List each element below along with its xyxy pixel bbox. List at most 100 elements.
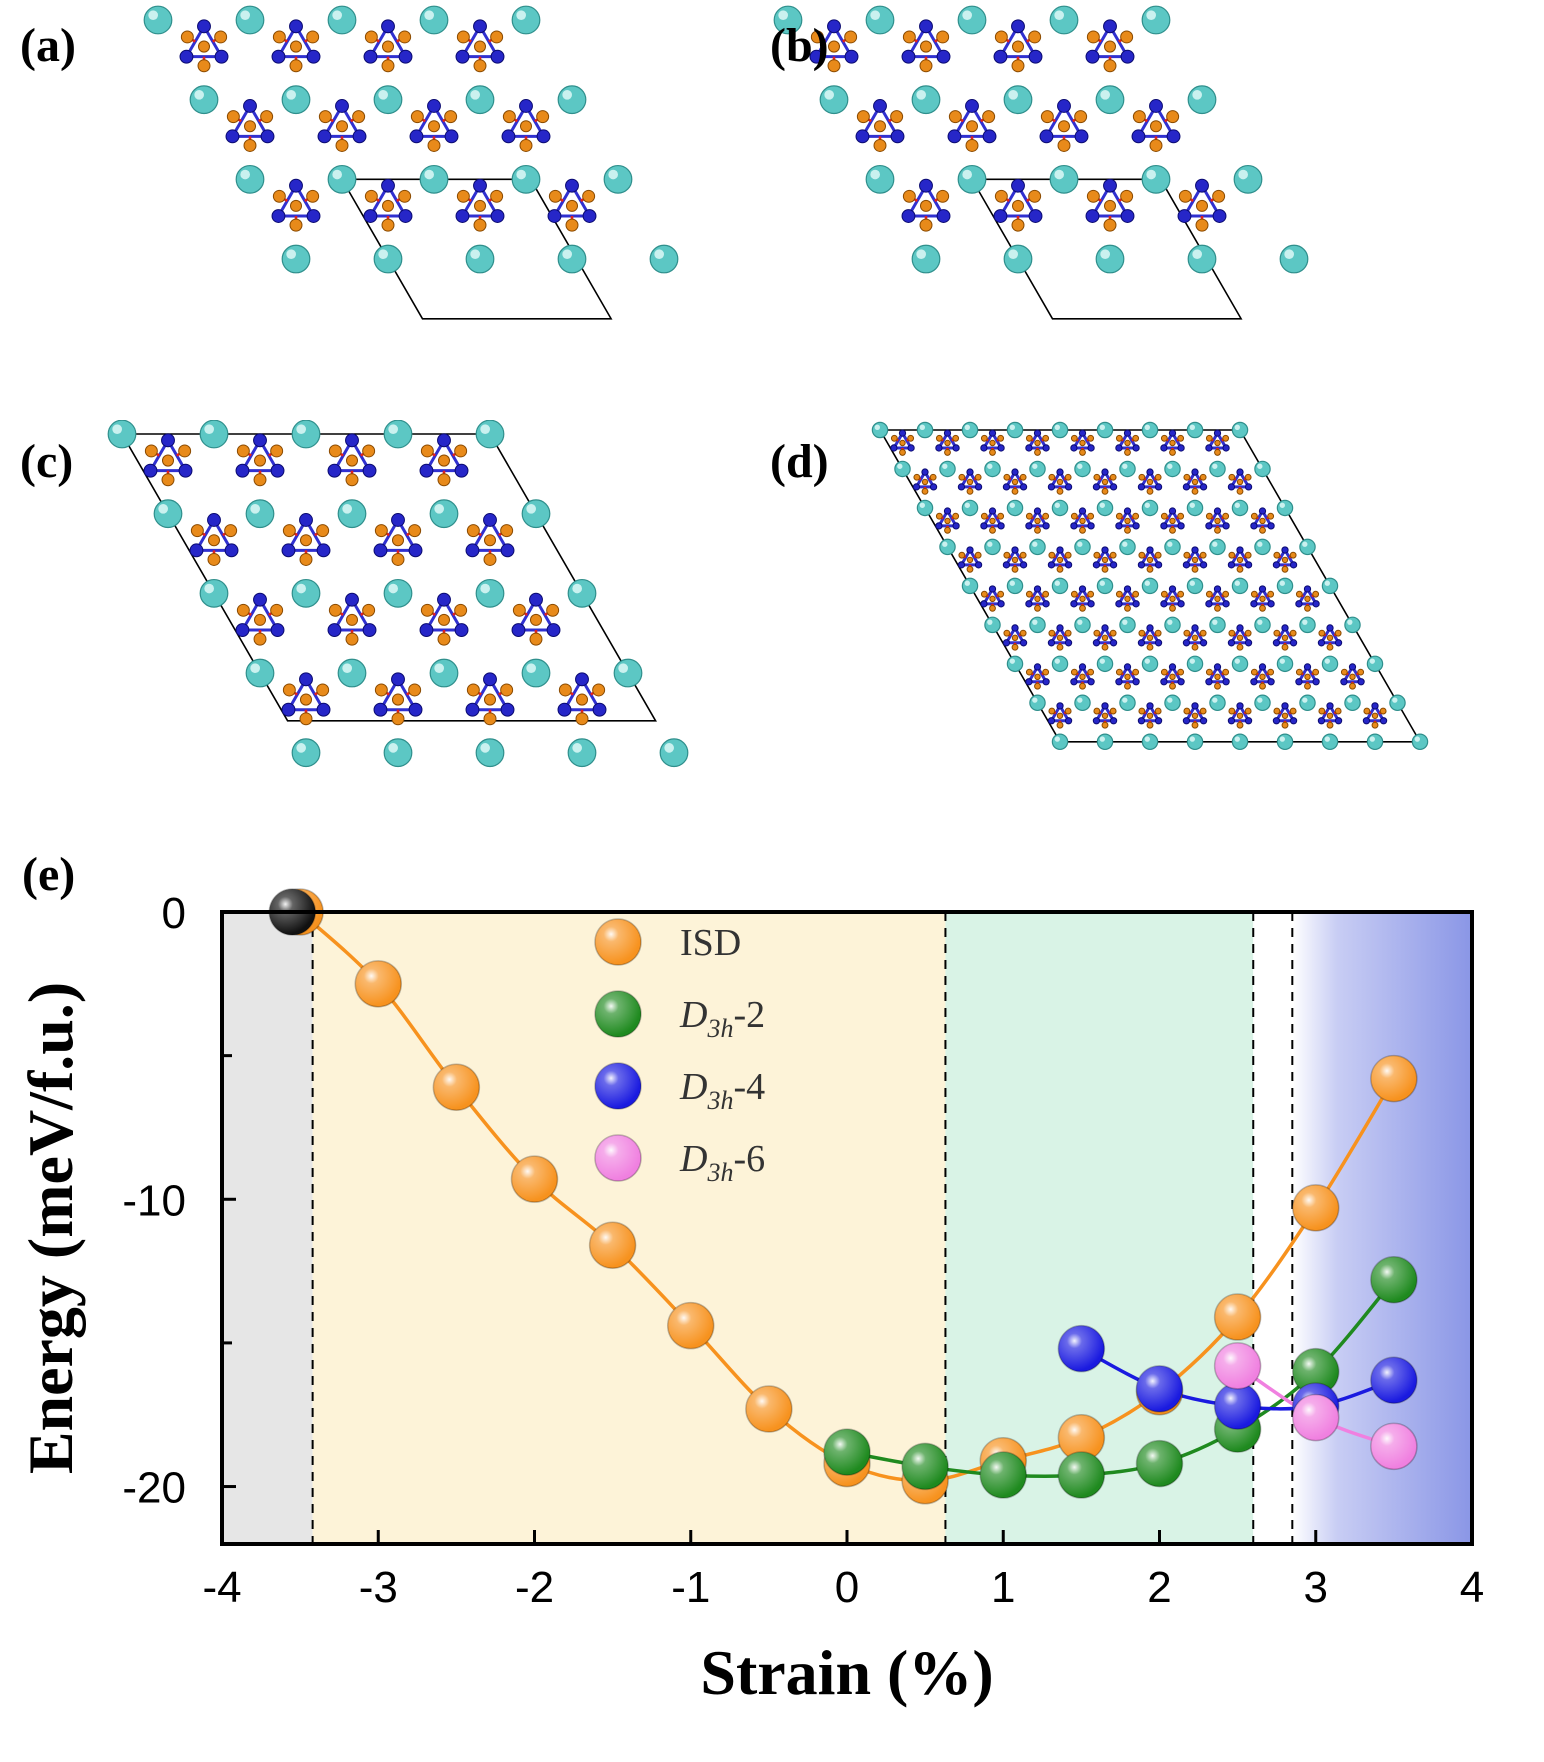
blue-atom	[1025, 600, 1033, 608]
blue-atom	[1033, 507, 1042, 515]
orange-atom	[873, 138, 887, 152]
orange-atom	[282, 683, 296, 697]
host-atom	[911, 85, 941, 115]
structure-a	[143, 5, 679, 320]
host-atom-highlight	[1144, 424, 1150, 430]
orange-atom	[1259, 682, 1266, 690]
host-atom-highlight	[1099, 658, 1105, 664]
blue-atom	[1182, 561, 1191, 569]
host-atom	[1366, 655, 1384, 673]
x-tick-label: 4	[1460, 1563, 1484, 1612]
trimer-bonds	[1048, 624, 1072, 645]
blue-atom	[1182, 639, 1191, 647]
blue-atom	[281, 702, 296, 717]
blue-atom	[455, 209, 470, 223]
host-atom	[1006, 655, 1024, 673]
blue-atom	[1289, 639, 1298, 647]
host-atom-highlight	[1054, 736, 1060, 742]
orange-atom	[253, 613, 267, 626]
orange-atom	[899, 439, 906, 447]
trimer-bonds	[936, 430, 959, 450]
blue-atom	[988, 507, 997, 515]
orange-atom	[180, 30, 194, 44]
host-atom-highlight	[916, 249, 926, 260]
orange-atom	[1115, 590, 1123, 598]
orange-atom	[1250, 590, 1258, 598]
host-atom	[961, 499, 979, 517]
orange-atom	[1160, 590, 1168, 598]
orange-atom	[810, 30, 824, 44]
x-tick-label: 1	[991, 1563, 1015, 1612]
blue-atom	[519, 99, 533, 113]
blue-atom	[1379, 717, 1388, 725]
host-atom	[1141, 499, 1159, 517]
blue-atom	[316, 543, 331, 558]
orange-atom	[1371, 712, 1379, 719]
orange-atom	[1205, 512, 1213, 520]
orange-atom	[270, 603, 284, 617]
blue-atom	[1199, 483, 1208, 491]
orange-atom	[299, 534, 313, 547]
blue-atom	[362, 623, 377, 637]
host-atom	[1276, 577, 1294, 595]
blue-atom	[306, 49, 321, 64]
x-tick-label: -4	[202, 1563, 241, 1612]
orange-atom	[1079, 448, 1086, 456]
blue-atom	[901, 49, 916, 64]
host-atom-highlight	[987, 619, 993, 625]
host-atom	[1074, 460, 1091, 478]
host-atom	[475, 420, 505, 449]
orange-atom	[1087, 512, 1095, 520]
blue-atom	[1087, 444, 1095, 452]
blue-atom	[419, 463, 434, 478]
orange-atom	[1086, 189, 1100, 203]
blue-atom	[1348, 663, 1357, 671]
blue-atom	[1371, 702, 1379, 710]
orange-atom	[427, 120, 441, 133]
host-atom	[1187, 244, 1217, 274]
orange-atom	[1064, 473, 1072, 481]
host-atom-highlight	[332, 169, 343, 180]
host-atom-highlight	[342, 504, 353, 514]
host-atom	[1164, 538, 1181, 556]
blue-atom	[1191, 546, 1199, 554]
orange-atom	[410, 110, 424, 124]
panel-label-e: (e)	[22, 848, 75, 901]
orange-atom	[1281, 565, 1289, 573]
orange-atom	[536, 110, 550, 124]
host-atom-highlight	[1032, 697, 1038, 703]
point-D3h-2-shine	[1292, 1348, 1339, 1395]
orange-atom	[856, 110, 870, 124]
host-atom-highlight	[572, 743, 582, 753]
blue-atom	[1149, 99, 1163, 113]
orange-atom	[1214, 682, 1221, 690]
orange-atom	[490, 30, 504, 44]
host-atom-highlight	[1369, 736, 1375, 742]
host-atom-highlight	[1234, 658, 1240, 664]
blue-atom	[1227, 639, 1236, 647]
blue-atom	[912, 483, 921, 491]
orange-atom	[1070, 668, 1078, 676]
orange-atom	[427, 138, 441, 152]
orange-atom	[1146, 634, 1154, 642]
host-atom	[419, 5, 449, 35]
orange-atom	[1124, 673, 1131, 681]
orange-atom	[1191, 565, 1199, 573]
panel-c: (c)	[0, 420, 760, 820]
orange-atom	[420, 603, 434, 617]
orange-atom	[827, 40, 841, 53]
blue-atom	[490, 49, 505, 64]
host-atom-highlight	[1054, 424, 1060, 430]
blue-atom	[1101, 468, 1109, 476]
orange-atom	[1244, 629, 1252, 637]
orange-atom	[1169, 604, 1176, 612]
orange-atom	[935, 434, 943, 442]
orange-atom	[345, 632, 359, 646]
orange-atom	[1304, 682, 1311, 690]
orange-atom	[381, 40, 395, 53]
host-atom	[199, 420, 229, 449]
host-atom-highlight	[112, 424, 122, 434]
host-atom	[1029, 616, 1046, 634]
orange-atom	[1093, 629, 1101, 637]
orange-atom	[1124, 448, 1131, 456]
